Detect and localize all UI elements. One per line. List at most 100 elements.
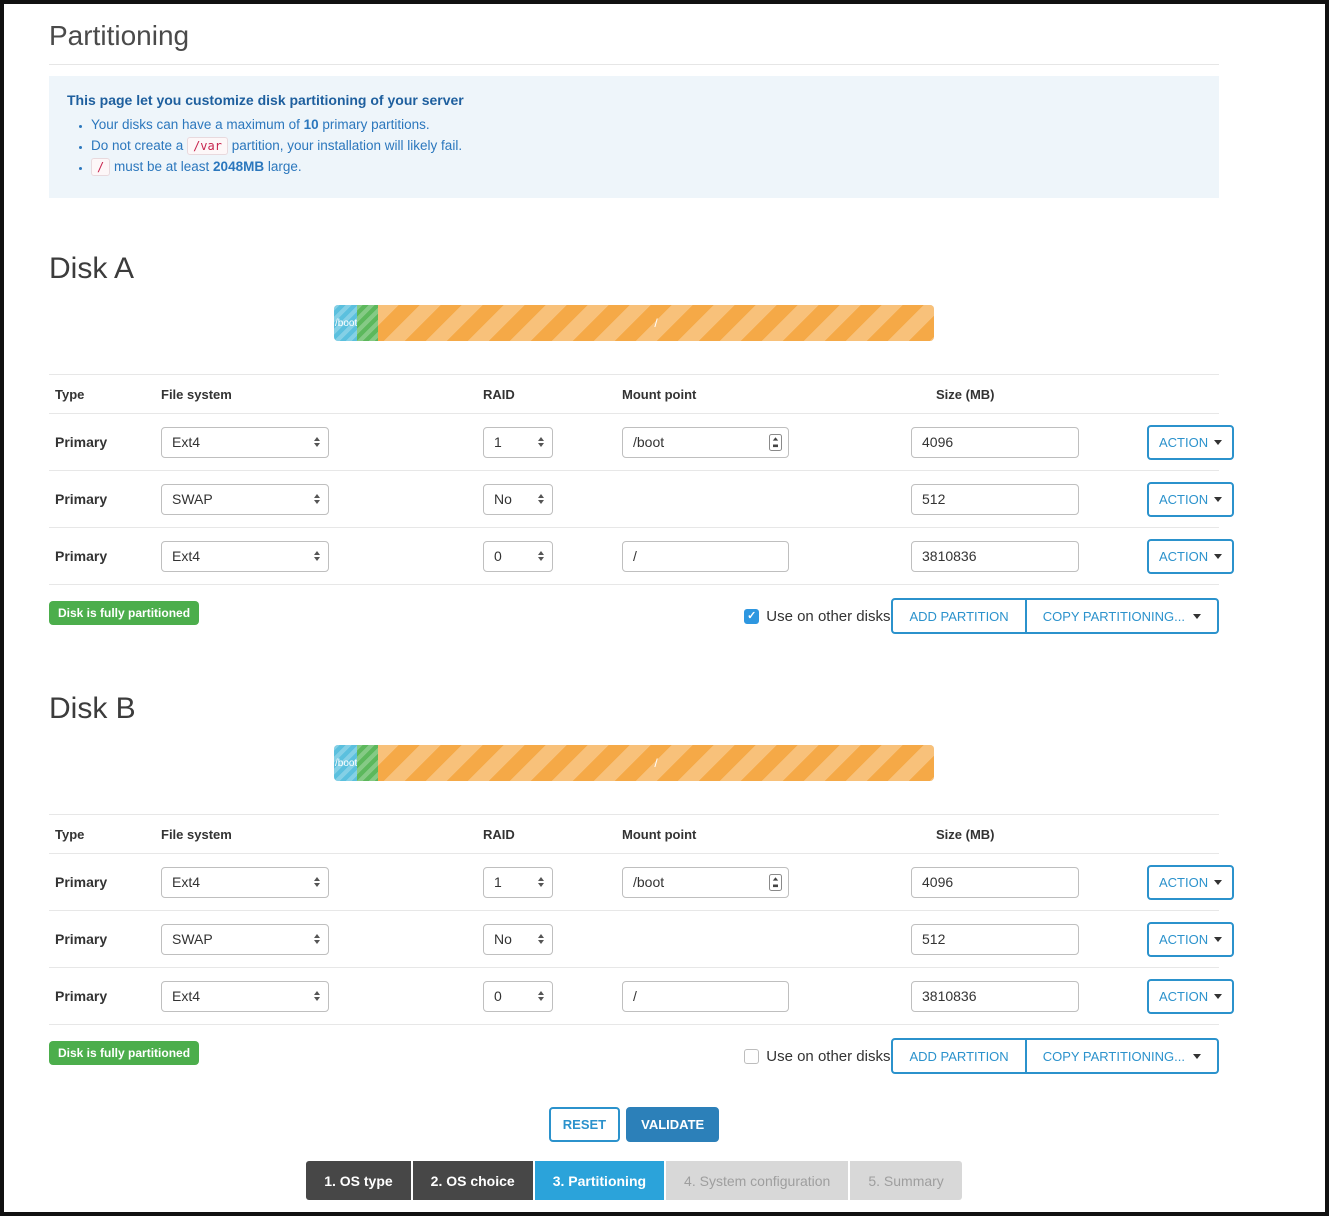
- add-partition-button[interactable]: ADD PARTITION: [891, 598, 1027, 634]
- disk-a-title: Disk A: [49, 252, 135, 285]
- header-type: Type: [55, 826, 85, 842]
- select-arrows-icon: [314, 934, 320, 944]
- table-row: Primary Ext4 0 ACTION: [49, 968, 1235, 1025]
- select-arrows-icon: [538, 437, 544, 447]
- table-row: Primary SWAP No ACTION: [49, 471, 1235, 528]
- caret-down-icon: [1214, 993, 1223, 999]
- root-code-token: /: [91, 158, 111, 176]
- validate-button[interactable]: VALIDATE: [626, 1107, 720, 1142]
- header-size-mb: Size (MB): [936, 386, 995, 402]
- file-system-select[interactable]: Ext4: [161, 426, 329, 458]
- disk-a-partition-bar: /boot /: [334, 305, 934, 341]
- select-arrows-icon: [538, 934, 544, 944]
- select-arrows-icon: [538, 877, 544, 887]
- select-arrows-icon: [314, 991, 320, 1001]
- caret-down-icon: [1193, 1053, 1201, 1059]
- caret-down-icon: [1214, 879, 1223, 885]
- form-actions: RESET VALIDATE: [49, 1107, 1219, 1142]
- copy-partitioning-button[interactable]: COPY PARTITIONING...: [1024, 598, 1219, 634]
- header-size-mb: Size (MB): [936, 826, 995, 842]
- size-input[interactable]: [911, 426, 1079, 458]
- mount-point-input[interactable]: [622, 426, 789, 458]
- caret-down-icon: [1214, 439, 1223, 445]
- info-heading: This page let you customize disk partiti…: [67, 92, 464, 108]
- partitioning-page: Partitioning This page let you customize…: [49, 20, 1235, 1200]
- header-type: Type: [55, 386, 85, 402]
- step-os-type[interactable]: 1. OS type: [306, 1161, 411, 1200]
- raid-select[interactable]: No: [483, 923, 553, 955]
- caret-down-icon: [1193, 613, 1201, 619]
- action-dropdown-button[interactable]: ACTION: [1147, 481, 1235, 517]
- table-row: Primary Ext4 1 ACTION: [49, 414, 1235, 471]
- partition-segment-root: /: [378, 745, 934, 781]
- header-mount-point: Mount point: [622, 386, 697, 402]
- header-raid: RAID: [483, 826, 515, 842]
- wizard-steps: 1. OS type 2. OS choice 3. Partitioning …: [49, 1161, 1219, 1200]
- step-summary: 5. Summary: [850, 1161, 962, 1200]
- raid-select[interactable]: 1: [483, 866, 553, 898]
- action-dropdown-button[interactable]: ACTION: [1147, 978, 1235, 1014]
- reset-button[interactable]: RESET: [548, 1107, 621, 1142]
- action-dropdown-button[interactable]: ACTION: [1147, 538, 1235, 574]
- action-dropdown-button[interactable]: ACTION: [1147, 864, 1235, 900]
- partition-type: Primary: [55, 874, 108, 890]
- raid-select[interactable]: 1: [483, 426, 553, 458]
- partition-segment-boot: /boot: [334, 745, 357, 781]
- caret-down-icon: [1214, 936, 1223, 942]
- disk-b-title: Disk B: [49, 692, 136, 725]
- partition-segment-root: /: [378, 305, 934, 341]
- mount-point-input[interactable]: [622, 980, 789, 1012]
- file-system-select[interactable]: SWAP: [161, 923, 329, 955]
- info-bullet-root-size: / must be at least 2048MB large.: [91, 158, 1199, 176]
- disk-b-partition-table: Type File system RAID Mount point Size (…: [49, 814, 1235, 1025]
- disk-a-table-footer: Disk is fully partitioned ✓ Use on other…: [49, 598, 1219, 638]
- caret-down-icon: [1214, 496, 1223, 502]
- partition-type: Primary: [55, 491, 108, 507]
- mount-point-input[interactable]: [622, 866, 789, 898]
- file-system-select[interactable]: Ext4: [161, 980, 329, 1012]
- select-arrows-icon: [314, 551, 320, 561]
- size-input[interactable]: [911, 980, 1079, 1012]
- page-title: Partitioning: [49, 20, 1219, 65]
- action-dropdown-button[interactable]: ACTION: [1147, 424, 1235, 460]
- partition-type: Primary: [55, 988, 108, 1004]
- select-arrows-icon: [314, 877, 320, 887]
- file-system-select[interactable]: SWAP: [161, 483, 329, 515]
- info-bullet-list: Your disks can have a maximum of 10 prim…: [73, 117, 1199, 176]
- var-code-token: /var: [187, 137, 228, 155]
- caret-down-icon: [1214, 553, 1223, 559]
- size-input[interactable]: [911, 923, 1079, 955]
- size-input[interactable]: [911, 540, 1079, 572]
- header-file-system: File system: [161, 386, 232, 402]
- partition-type: Primary: [55, 434, 108, 450]
- raid-select[interactable]: 0: [483, 540, 553, 572]
- size-input[interactable]: [911, 483, 1079, 515]
- autofill-icon[interactable]: [769, 873, 782, 896]
- mount-point-input[interactable]: [622, 540, 789, 572]
- use-on-other-disks-label: Use on other disks: [766, 1047, 891, 1065]
- disk-b-partition-bar: /boot /: [334, 745, 934, 781]
- use-on-other-disks-checkbox[interactable]: ✓: [744, 608, 760, 624]
- copy-partitioning-button[interactable]: COPY PARTITIONING...: [1024, 1038, 1219, 1074]
- file-system-select[interactable]: Ext4: [161, 540, 329, 572]
- action-dropdown-button[interactable]: ACTION: [1147, 921, 1235, 957]
- file-system-select[interactable]: Ext4: [161, 866, 329, 898]
- partition-type: Primary: [55, 548, 108, 564]
- add-partition-button[interactable]: ADD PARTITION: [891, 1038, 1027, 1074]
- step-partitioning[interactable]: 3. Partitioning: [534, 1161, 665, 1200]
- raid-select[interactable]: 0: [483, 980, 553, 1012]
- partition-actions-group: ADD PARTITION COPY PARTITIONING...: [891, 1038, 1219, 1074]
- disk-a-partition-table: Type File system RAID Mount point Size (…: [49, 374, 1235, 585]
- info-bullet-max-partitions: Your disks can have a maximum of 10 prim…: [91, 117, 1199, 132]
- partition-segment-swap: [357, 305, 378, 341]
- raid-select[interactable]: No: [483, 483, 553, 515]
- step-os-choice[interactable]: 2. OS choice: [412, 1161, 533, 1200]
- size-input[interactable]: [911, 866, 1079, 898]
- table-header-row: Type File system RAID Mount point Size (…: [49, 374, 1219, 414]
- partition-actions-group: ADD PARTITION COPY PARTITIONING...: [891, 598, 1219, 634]
- autofill-icon[interactable]: [769, 433, 782, 456]
- status-badge: Disk is fully partitioned: [49, 1041, 200, 1065]
- info-box: This page let you customize disk partiti…: [49, 76, 1219, 198]
- table-header-row: Type File system RAID Mount point Size (…: [49, 814, 1219, 854]
- use-on-other-disks-checkbox[interactable]: ✓: [744, 1048, 760, 1064]
